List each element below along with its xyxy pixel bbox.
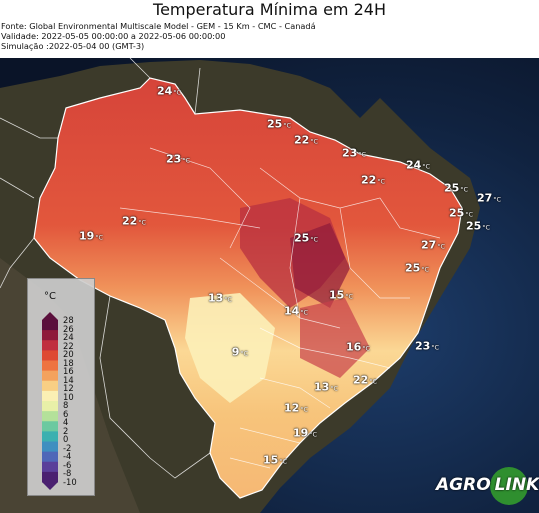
validity-line: Validade: 2022-05-05 00:00:00 a 2022-05-…	[1, 31, 226, 41]
legend-tick-label: -10	[63, 477, 77, 487]
legend-tick-label: 20	[63, 349, 74, 360]
legend-color-step	[42, 451, 58, 463]
legend-color-step	[42, 320, 58, 331]
legend-tick-label: 28	[63, 315, 74, 325]
temp-label: 25°C	[404, 261, 430, 275]
legend-color-step	[42, 421, 58, 432]
legend-color-step	[42, 390, 58, 402]
temp-label: 25°C	[443, 181, 469, 195]
agrolink-logo: AGRO LINK	[436, 466, 539, 506]
legend-tick-label: 10	[63, 391, 74, 402]
temp-label: 23°C	[341, 146, 367, 160]
temp-label: 25°C	[465, 219, 491, 233]
temp-label: 14°C	[283, 304, 309, 318]
legend-tick-label: 26	[63, 323, 74, 334]
legend-tick-label: -4	[63, 451, 72, 462]
legend-color-step	[42, 461, 58, 473]
temp-label: 9°C	[231, 345, 249, 359]
map-header: Temperatura Mínima em 24H Fonte: Global …	[0, 0, 539, 58]
legend-tick-label: 16	[63, 366, 74, 377]
legend-tick-label: 24	[63, 332, 74, 343]
legend-color-step	[42, 401, 58, 412]
legend-colorbar	[42, 312, 58, 490]
temp-label: 24°C	[405, 158, 431, 172]
legend-color-step	[42, 360, 58, 372]
temp-label: 19°C	[78, 229, 104, 243]
country-borders	[0, 58, 211, 479]
legend-arrow-bottom	[42, 482, 58, 490]
state-borders	[119, 147, 441, 469]
legend-tick-label: 12	[63, 383, 74, 394]
logo-text: AGRO LINK	[436, 475, 539, 495]
temp-label: 27°C	[476, 191, 502, 205]
legend-tick-label: 6	[63, 408, 69, 419]
legend-tick-label: -6	[63, 459, 72, 470]
temp-label: 22°C	[121, 214, 147, 228]
color-legend: °C 28 26 24 22 20 18 16 14 12 10 8 6 4 2 0 -2 -4 -6 -8 -10	[27, 278, 95, 496]
simulation-line: Simulação :2022-05-04 00 (GMT-3)	[1, 41, 145, 51]
legend-tick-label: 8	[63, 400, 69, 411]
central-hot-zone	[300, 298, 370, 378]
legend-unit: °C	[44, 291, 56, 302]
legend-color-step	[42, 441, 58, 453]
hottest-zone	[290, 223, 350, 308]
temp-label: 15°C	[262, 453, 288, 467]
temp-label: 24°C	[156, 84, 182, 98]
legend-color-step	[42, 370, 58, 382]
cool-zone	[185, 293, 275, 403]
legend-tick-label: 4	[63, 417, 69, 428]
temp-label: 13°C	[207, 291, 233, 305]
map-title: Temperatura Mínima em 24H	[153, 0, 386, 19]
legend-tick-label: 18	[63, 357, 74, 368]
legend-arrow-top	[42, 312, 58, 320]
temp-label: 19°C	[292, 426, 318, 440]
temp-label: 25°C	[293, 231, 319, 245]
temp-label: 22°C	[293, 133, 319, 147]
temp-label: 23°C	[414, 339, 440, 353]
temp-label: 16°C	[345, 340, 371, 354]
temp-label: 22°C	[352, 373, 378, 387]
temp-label: 15°C	[328, 288, 354, 302]
legend-color-step	[42, 471, 58, 483]
source-line: Fonte: Global Environmental Multiscale M…	[1, 21, 316, 31]
temp-label: 23°C	[165, 152, 191, 166]
legend-color-step	[42, 340, 58, 351]
temp-label: 13°C	[313, 380, 339, 394]
logo-circle	[490, 467, 528, 505]
brazil-heatmap	[34, 78, 462, 498]
temp-label: 12°C	[283, 401, 309, 415]
temp-label: 25°C	[266, 117, 292, 131]
legend-tick-label: 14	[63, 374, 74, 385]
legend-tick-label: 0	[63, 434, 69, 445]
legend-color-step	[42, 380, 58, 392]
temp-label: 27°C	[420, 238, 446, 252]
legend-tick-label: 2	[63, 425, 69, 436]
temp-label: 22°C	[360, 173, 386, 187]
legend-color-step	[42, 431, 58, 442]
legend-color-step	[42, 330, 58, 341]
map-graphic	[0, 58, 539, 513]
legend-tick-label: -8	[63, 468, 72, 479]
temp-label: 25°C	[448, 206, 474, 220]
legend-tick-label: -2	[63, 442, 72, 453]
brazil-outline	[33, 77, 463, 499]
legend-color-step	[42, 411, 58, 422]
temperature-map: 24°C 25°C 22°C 23°C 23°C 24°C 22°C 25°C …	[0, 58, 539, 513]
legend-color-step	[42, 350, 58, 361]
legend-tick-label: 22	[63, 340, 74, 351]
